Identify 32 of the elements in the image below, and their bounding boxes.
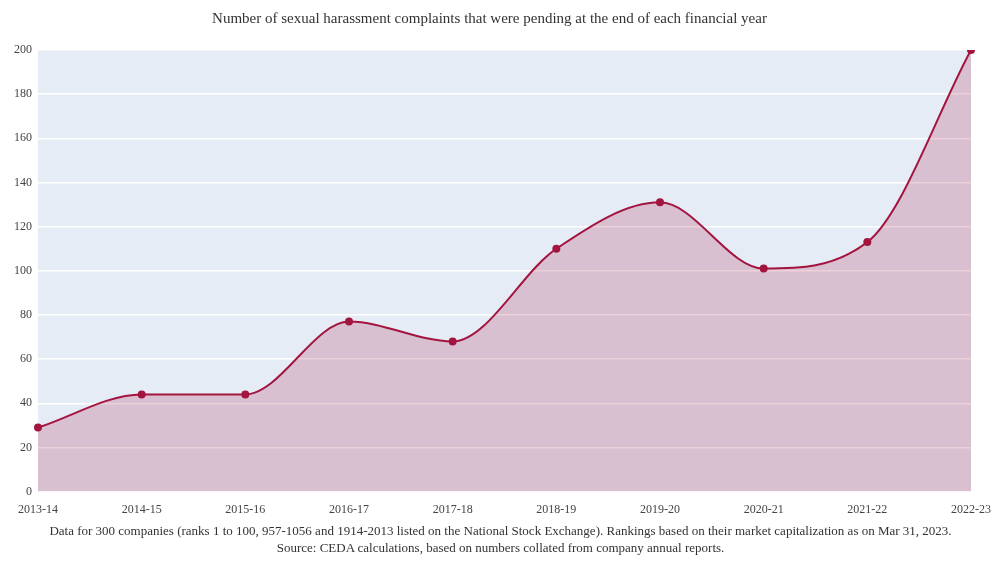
x-tick-label: 2015-16 bbox=[225, 501, 266, 516]
point bbox=[656, 198, 664, 207]
x-tick-label: 2016-17 bbox=[329, 501, 369, 516]
y-tick-label: 80 bbox=[20, 307, 32, 322]
point bbox=[241, 390, 250, 399]
y-tick-label: 60 bbox=[20, 351, 32, 366]
x-tick-label: 2022-23 bbox=[951, 501, 991, 516]
x-tick-label: 2021-22 bbox=[847, 501, 888, 516]
y-tick-label: 180 bbox=[14, 86, 32, 101]
chart-title: Number of sexual harassment complaints that were pending at the end of each financial year bbox=[212, 9, 767, 26]
x-tick-label: 2013-14 bbox=[18, 501, 58, 516]
x-tick-label: 2019-20 bbox=[640, 501, 680, 516]
point bbox=[759, 264, 768, 273]
y-tick-label: 0 bbox=[26, 483, 32, 498]
y-tick-label: 140 bbox=[14, 174, 32, 189]
point bbox=[34, 423, 42, 432]
x-tick-label: 2017-18 bbox=[432, 501, 473, 516]
x-tick-label: 2014-15 bbox=[121, 501, 162, 516]
y-tick-label: 100 bbox=[14, 262, 32, 277]
y-tick-label: 20 bbox=[20, 439, 32, 454]
text: Data for 300 companies (ranks 1 to 100, 957-1056 and 1914-2013 listed on the National Stock Exchange). Rankings based on their market capitalization as on Mar 31, 2023. Source: CEDA calculations, based on numbers collated from company annual reports. bbox=[48, 522, 953, 557]
x-tick-label: 2020-21 bbox=[743, 501, 784, 516]
point bbox=[448, 337, 457, 346]
x-tick-label: 2018-19 bbox=[536, 501, 577, 516]
y-tick-label: 160 bbox=[14, 130, 32, 145]
point bbox=[863, 238, 872, 247]
point bbox=[345, 317, 353, 326]
point bbox=[137, 390, 146, 399]
point bbox=[552, 244, 561, 253]
y-tick-label: 120 bbox=[14, 218, 32, 233]
y-tick-label: 40 bbox=[20, 395, 32, 410]
y-tick-label: 200 bbox=[14, 42, 32, 57]
